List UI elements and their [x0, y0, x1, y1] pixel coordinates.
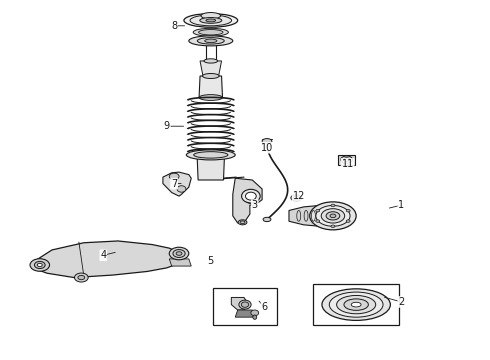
Text: 5: 5 — [208, 256, 214, 266]
Ellipse shape — [310, 202, 356, 230]
Ellipse shape — [251, 310, 259, 316]
Ellipse shape — [238, 220, 247, 225]
Polygon shape — [197, 156, 224, 180]
Text: 11: 11 — [342, 159, 354, 169]
Ellipse shape — [201, 13, 220, 19]
Polygon shape — [200, 61, 221, 76]
Ellipse shape — [202, 73, 219, 78]
Ellipse shape — [343, 158, 349, 161]
Ellipse shape — [240, 221, 245, 224]
Ellipse shape — [194, 152, 228, 158]
Ellipse shape — [344, 299, 368, 310]
Ellipse shape — [78, 275, 85, 280]
Ellipse shape — [204, 59, 218, 63]
Polygon shape — [233, 178, 262, 223]
Text: 1: 1 — [398, 200, 404, 210]
Ellipse shape — [34, 261, 45, 269]
Polygon shape — [169, 259, 191, 266]
Polygon shape — [235, 310, 255, 317]
Ellipse shape — [186, 150, 235, 160]
Bar — [213, 288, 277, 325]
Text: 8: 8 — [171, 21, 177, 31]
Polygon shape — [32, 241, 181, 278]
Ellipse shape — [351, 302, 361, 307]
Text: 7: 7 — [171, 179, 177, 189]
Polygon shape — [163, 172, 191, 196]
Ellipse shape — [206, 19, 216, 22]
Ellipse shape — [242, 189, 260, 203]
Ellipse shape — [242, 302, 248, 307]
Ellipse shape — [346, 210, 350, 212]
Ellipse shape — [341, 156, 352, 163]
Polygon shape — [289, 205, 331, 226]
Polygon shape — [199, 76, 222, 98]
Ellipse shape — [176, 252, 182, 255]
Ellipse shape — [197, 38, 224, 44]
Ellipse shape — [316, 220, 319, 222]
Ellipse shape — [30, 259, 49, 271]
Ellipse shape — [169, 247, 189, 260]
Text: 2: 2 — [398, 297, 404, 307]
Ellipse shape — [291, 195, 302, 201]
Bar — [314, 284, 399, 325]
Ellipse shape — [37, 264, 42, 267]
Ellipse shape — [245, 192, 256, 200]
Ellipse shape — [177, 186, 186, 192]
Ellipse shape — [169, 173, 179, 180]
Ellipse shape — [239, 300, 251, 309]
Ellipse shape — [189, 36, 233, 46]
Ellipse shape — [205, 39, 217, 42]
Bar — [338, 154, 355, 165]
Ellipse shape — [173, 249, 185, 257]
Ellipse shape — [326, 212, 340, 220]
Ellipse shape — [262, 139, 272, 144]
Ellipse shape — [198, 30, 223, 35]
Ellipse shape — [346, 220, 350, 222]
Ellipse shape — [329, 292, 383, 317]
Text: 12: 12 — [293, 191, 305, 201]
Ellipse shape — [184, 14, 238, 27]
Text: 4: 4 — [100, 250, 106, 260]
Ellipse shape — [263, 217, 271, 222]
Ellipse shape — [321, 209, 344, 223]
Ellipse shape — [337, 296, 376, 314]
Ellipse shape — [331, 204, 335, 207]
Polygon shape — [231, 297, 247, 310]
Ellipse shape — [253, 315, 257, 319]
Ellipse shape — [74, 273, 88, 282]
Text: 3: 3 — [252, 200, 258, 210]
Ellipse shape — [330, 214, 336, 218]
Ellipse shape — [316, 206, 350, 226]
Ellipse shape — [316, 210, 319, 212]
Ellipse shape — [331, 225, 335, 228]
Text: 6: 6 — [262, 302, 268, 312]
Ellipse shape — [199, 95, 222, 100]
Text: 10: 10 — [261, 143, 273, 153]
Ellipse shape — [193, 28, 228, 36]
Ellipse shape — [200, 18, 222, 23]
Ellipse shape — [322, 289, 391, 320]
Ellipse shape — [190, 15, 232, 26]
Ellipse shape — [294, 196, 299, 200]
Text: 9: 9 — [164, 121, 170, 131]
